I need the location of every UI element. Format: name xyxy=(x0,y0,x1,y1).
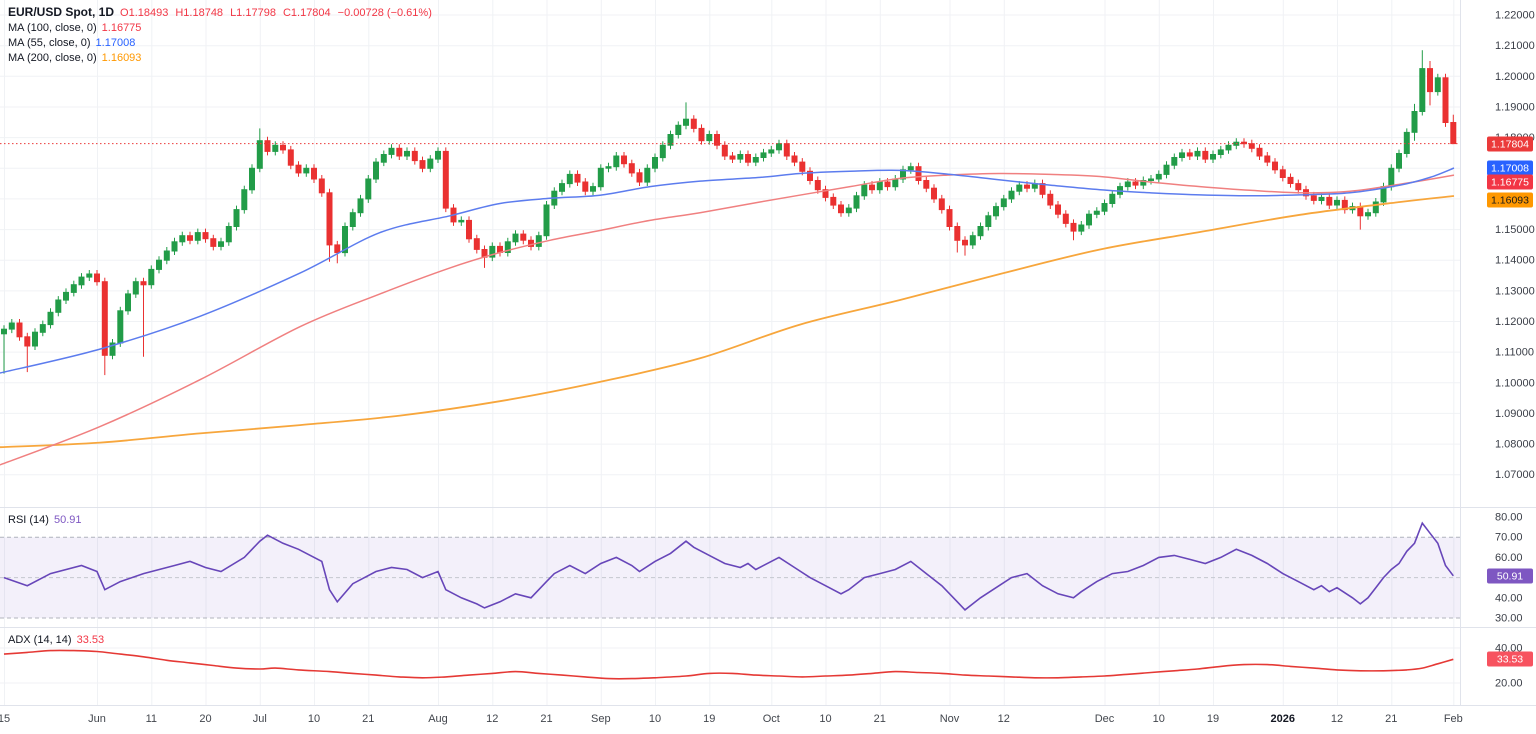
svg-text:20.00: 20.00 xyxy=(1495,678,1523,690)
rsi-line xyxy=(3,521,1454,611)
adx-pane[interactable] xyxy=(0,631,1460,704)
svg-text:Feb: Feb xyxy=(1444,713,1463,725)
ma55-value: 1.17008 xyxy=(95,37,136,49)
price-pane[interactable] xyxy=(0,0,1460,503)
svg-text:1.15000: 1.15000 xyxy=(1495,224,1535,236)
ma-100-line xyxy=(0,172,1455,466)
svg-text:10: 10 xyxy=(819,713,831,725)
svg-text:Sep: Sep xyxy=(591,713,611,725)
rsi-pane[interactable] xyxy=(0,511,1460,624)
svg-text:10: 10 xyxy=(649,713,661,725)
svg-text:Jun: Jun xyxy=(88,713,106,725)
svg-text:1.11000: 1.11000 xyxy=(1495,347,1534,359)
svg-text:11: 11 xyxy=(146,713,157,725)
adx-value: 33.53 xyxy=(76,634,105,646)
svg-text:15: 15 xyxy=(0,713,10,725)
adx-legend-row[interactable]: ADX (14, 14) 33.53 xyxy=(8,633,104,647)
time-axis-labels: 15 Jun 11 20 Jul 10 21 Aug 12 21 Sep 10 19 Oct 10 21 Nov… xyxy=(0,713,1463,725)
price-gridlines xyxy=(0,14,1460,476)
main-legend: EUR/USD Spot, 1D O1.18493 H1.18748 L1.17798… xyxy=(8,5,439,66)
ma-55-line xyxy=(0,167,1455,374)
svg-text:40.00: 40.00 xyxy=(1495,592,1523,604)
svg-text:Nov: Nov xyxy=(940,713,960,725)
pane-separators xyxy=(0,0,1536,706)
svg-text:50.91: 50.91 xyxy=(1497,571,1523,583)
ma200-value: 1.16093 xyxy=(101,52,142,64)
svg-text:21: 21 xyxy=(1385,713,1397,725)
svg-text:1.16775: 1.16775 xyxy=(1491,177,1529,189)
svg-text:1.10000: 1.10000 xyxy=(1495,377,1535,389)
pane-resize-handle-adx[interactable] xyxy=(0,624,1460,631)
ohlc-close: C1.17804 xyxy=(282,7,331,19)
candles-down xyxy=(16,61,1457,376)
svg-text:1.07000: 1.07000 xyxy=(1495,469,1535,481)
ma200-label: MA (200, close, 0) xyxy=(8,52,97,64)
pane-resize-handle-rsi[interactable] xyxy=(0,504,1460,511)
ohlc-low: L1.17798 xyxy=(230,7,276,19)
svg-text:60.00: 60.00 xyxy=(1495,552,1523,564)
rsi-value: 50.91 xyxy=(53,514,82,526)
svg-text:1.12000: 1.12000 xyxy=(1495,316,1535,328)
svg-text:80.00: 80.00 xyxy=(1495,512,1523,524)
svg-text:21: 21 xyxy=(362,713,374,725)
svg-text:1.08000: 1.08000 xyxy=(1495,439,1535,451)
svg-text:19: 19 xyxy=(703,713,715,725)
ohlc-high: H1.18748 xyxy=(175,7,224,19)
svg-text:12: 12 xyxy=(486,713,498,725)
ma200-legend-row[interactable]: MA (200, close, 0) 1.16093 xyxy=(8,51,439,65)
svg-text:1.09000: 1.09000 xyxy=(1495,408,1535,420)
svg-text:Aug: Aug xyxy=(428,713,448,725)
ma100-legend-row[interactable]: MA (100, close, 0) 1.16775 xyxy=(8,21,439,35)
svg-text:1.19000: 1.19000 xyxy=(1495,102,1535,114)
candles-up xyxy=(1,50,1441,374)
svg-text:1.13000: 1.13000 xyxy=(1495,285,1535,297)
svg-text:30.00: 30.00 xyxy=(1495,613,1523,625)
adx-label: ADX (14, 14) xyxy=(8,634,72,646)
rsi-label: RSI (14) xyxy=(8,514,49,526)
ma100-value: 1.16775 xyxy=(101,22,142,34)
adx-gridlines xyxy=(0,647,1460,684)
rsi-level-lines xyxy=(0,536,1460,619)
price-axis[interactable] xyxy=(1461,0,1536,705)
svg-text:1.14000: 1.14000 xyxy=(1495,255,1535,267)
svg-text:1.16093: 1.16093 xyxy=(1491,195,1529,207)
svg-text:2026: 2026 xyxy=(1271,713,1295,725)
svg-text:12: 12 xyxy=(998,713,1010,725)
svg-text:10: 10 xyxy=(308,713,320,725)
adx-line xyxy=(3,649,1454,680)
svg-text:Jul: Jul xyxy=(253,713,267,725)
rsi-legend-row[interactable]: RSI (14) 50.91 xyxy=(8,513,82,527)
symbol-legend-row[interactable]: EUR/USD Spot, 1D O1.18493 H1.18748 L1.17798… xyxy=(8,5,439,20)
svg-text:12: 12 xyxy=(1331,713,1343,725)
axis-badges: 1.17804 1.17008 1.16775 1.16093 50.91 33.53 xyxy=(1487,136,1533,667)
svg-text:33.53: 33.53 xyxy=(1497,654,1523,666)
svg-text:1.20000: 1.20000 xyxy=(1495,71,1535,83)
svg-text:20: 20 xyxy=(199,713,211,725)
symbol-title: EUR/USD Spot, 1D xyxy=(8,5,115,19)
ma-200-line xyxy=(0,195,1455,449)
time-axis[interactable] xyxy=(0,706,1536,734)
svg-text:10: 10 xyxy=(1153,713,1165,725)
svg-text:19: 19 xyxy=(1207,713,1219,725)
change-value: −0.00728 (−0.61%) xyxy=(337,7,432,19)
ma55-label: MA (55, close, 0) xyxy=(8,37,91,49)
svg-text:1.17008: 1.17008 xyxy=(1491,163,1529,175)
ma100-label: MA (100, close, 0) xyxy=(8,22,97,34)
svg-text:70.00: 70.00 xyxy=(1495,532,1523,544)
svg-text:1.21000: 1.21000 xyxy=(1495,40,1535,52)
svg-text:1.17804: 1.17804 xyxy=(1491,139,1529,151)
ohlc-open: O1.18493 xyxy=(120,7,169,19)
svg-text:21: 21 xyxy=(540,713,552,725)
ma55-legend-row[interactable]: MA (55, close, 0) 1.17008 xyxy=(8,36,439,50)
svg-text:21: 21 xyxy=(874,713,886,725)
svg-text:Dec: Dec xyxy=(1095,713,1115,725)
svg-text:1.22000: 1.22000 xyxy=(1495,10,1535,22)
svg-text:Oct: Oct xyxy=(763,713,780,725)
